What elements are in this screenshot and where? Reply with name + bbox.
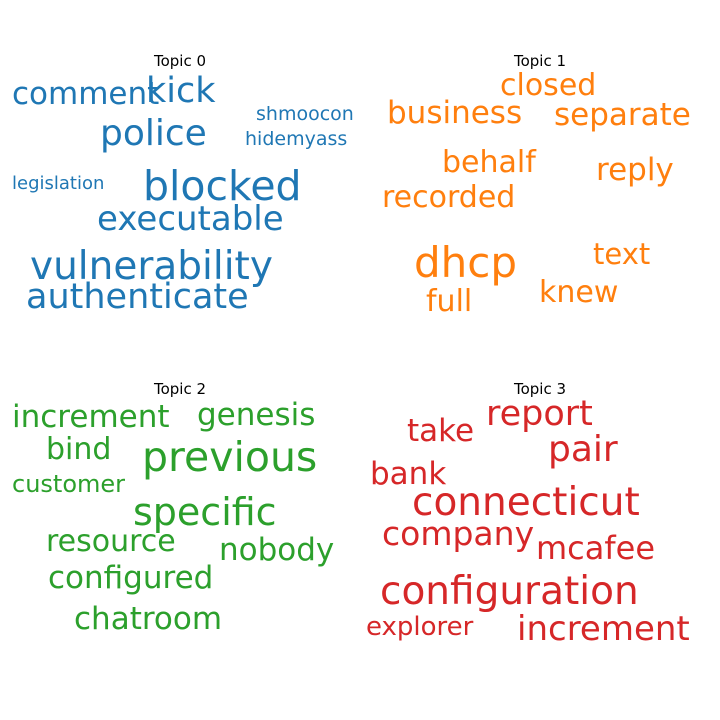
topic-3-wordcloud: Topic 3 report take pair bank connecticu… — [360, 380, 720, 710]
word-vulnerability: vulnerability — [30, 244, 273, 289]
word-comment: comment — [12, 76, 160, 112]
word-knew: knew — [539, 275, 619, 310]
word-behalf: behalf — [442, 145, 536, 180]
word-previous: previous — [142, 433, 318, 481]
topic-3-title: Topic 3 — [513, 380, 567, 398]
word-full: full — [426, 284, 473, 319]
word-configuration: configuration — [380, 569, 639, 614]
word-bind: bind — [46, 432, 112, 467]
word-bank: bank — [370, 456, 447, 492]
word-recorded: recorded — [382, 180, 516, 215]
topic-0-wordcloud: Topic 0 comment kick police shmoocon hid… — [0, 52, 360, 382]
word-blocked: blocked — [143, 162, 302, 210]
word-report: report — [486, 394, 593, 434]
word-closed: closed — [500, 68, 597, 103]
word-hidemyass: hidemyass — [245, 128, 348, 150]
topic-1-wordcloud: Topic 1 closed business separate behalf … — [360, 52, 720, 382]
word-text: text — [593, 237, 651, 271]
word-mcafee: mcafee — [536, 529, 656, 567]
topic-0-title: Topic 0 — [153, 52, 207, 70]
word-nobody: nobody — [219, 532, 335, 568]
word-explorer: explorer — [366, 612, 474, 642]
word-authenticate: authenticate — [26, 277, 249, 317]
word-reply: reply — [596, 152, 674, 188]
word-executable: executable — [97, 199, 284, 239]
word-resource: resource — [46, 524, 176, 559]
word-separate: separate — [554, 97, 691, 133]
word-chatroom: chatroom — [74, 601, 223, 637]
word-kick: kick — [146, 71, 216, 111]
word-increment: increment — [12, 399, 170, 435]
word-legislation: legislation — [12, 173, 105, 194]
word-pair: pair — [548, 429, 618, 470]
word-specific: specific — [133, 490, 277, 534]
word-genesis: genesis — [197, 397, 316, 433]
word-customer: customer — [12, 470, 126, 498]
word-dhcp: dhcp — [414, 238, 518, 287]
word-shmoocon: shmoocon — [256, 103, 354, 125]
word-increment-3: increment — [517, 609, 690, 649]
word-company: company — [382, 514, 535, 553]
word-configured: configured — [48, 560, 214, 596]
word-connecticut: connecticut — [412, 480, 640, 525]
topic-2-title: Topic 2 — [153, 380, 207, 398]
topic-1-title: Topic 1 — [513, 52, 567, 70]
word-police: police — [100, 113, 207, 154]
word-take: take — [407, 413, 475, 449]
word-business: business — [387, 95, 523, 131]
topic-2-wordcloud: Topic 2 increment genesis bind previous … — [0, 380, 360, 710]
